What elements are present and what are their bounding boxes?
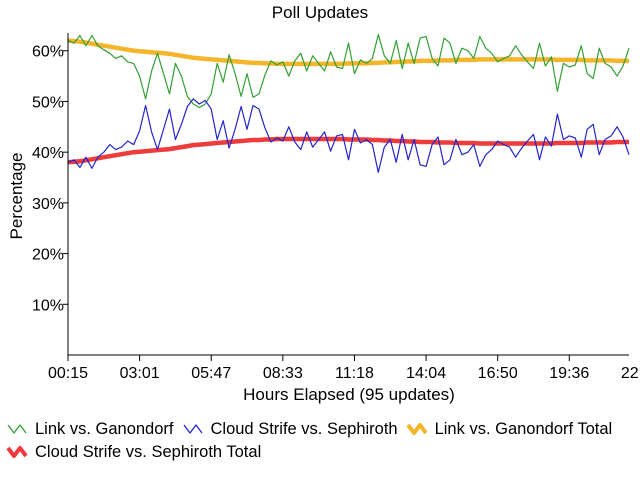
y-tick-label: 60%	[32, 44, 64, 61]
y-tick-label: 40%	[32, 145, 64, 162]
series-line-1	[67, 98, 630, 173]
legend-swatch	[7, 424, 27, 434]
series-line-0	[67, 33, 630, 109]
x-axis-label: Hours Elapsed (95 updates)	[243, 385, 455, 404]
legend-label: Link vs. Ganondorf	[35, 419, 174, 438]
legend-swatch	[405, 423, 428, 435]
x-tick-label: 08:33	[263, 365, 303, 382]
x-tick-label: 03:01	[120, 365, 160, 382]
x-tick-label: 11:18	[335, 365, 374, 382]
legend-label: Cloud Strife vs. Sephiroth Total	[35, 442, 262, 461]
x-tick-label: 16:50	[478, 365, 518, 382]
x-tick-label: 22:21	[621, 365, 640, 382]
legend-label: Link vs. Ganondorf Total	[434, 419, 613, 438]
x-tick-label: 19:36	[549, 365, 589, 382]
legend-item: Cloud Strife vs. Sephiroth	[182, 418, 398, 440]
x-axis-ticks: 00:15 03:01 05:47 08:33 11:18 14:04 16:50 19:36…	[48, 355, 640, 382]
y-tick-label: 10%	[32, 297, 64, 314]
legend-label: Cloud Strife vs. Sephiroth	[210, 419, 398, 438]
y-axis-label: Percentage	[7, 153, 26, 240]
x-tick-label: 14:04	[406, 365, 446, 382]
y-tick-label: 30%	[32, 196, 64, 213]
legend: Link vs. Ganondorf Cloud Strife vs. Sephi…	[6, 418, 636, 463]
y-axis-ticks: 10% 20% 30% 40% 50% 60%	[32, 44, 68, 314]
legend-item: Link vs. Ganondorf Total	[405, 418, 613, 440]
plot-area	[67, 33, 630, 173]
legend-item: Cloud Strife vs. Sephiroth Total	[6, 441, 261, 463]
y-tick-label: 50%	[32, 94, 64, 111]
x-tick-label: 00:15	[48, 365, 88, 382]
legend-item: Link vs. Ganondorf	[6, 418, 174, 440]
legend-swatch	[182, 424, 203, 434]
chart-title: Poll Updates	[272, 3, 368, 22]
x-tick-label: 05:47	[191, 365, 231, 382]
legend-swatch	[6, 446, 28, 458]
y-tick-label: 20%	[32, 247, 64, 264]
